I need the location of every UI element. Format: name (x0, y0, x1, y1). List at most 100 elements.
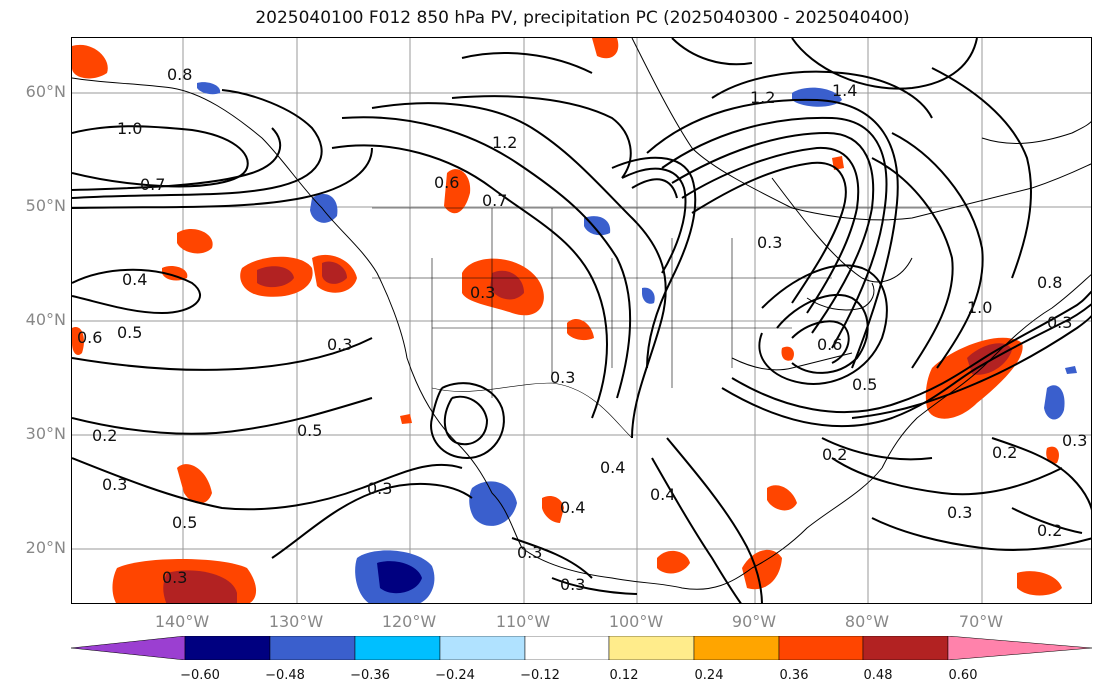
lon-label-90w: 90°W (731, 612, 777, 631)
precip-positive-patch (767, 485, 797, 511)
contour-label: 0.3 (1062, 431, 1087, 450)
precip-positive-patch (72, 327, 84, 355)
lon-label-140w: 140°W (154, 612, 210, 631)
contour-label: 0.2 (92, 426, 117, 445)
contour-label: 0.3 (470, 283, 495, 302)
map-canvas: 0.8 1.0 0.7 0.4 0.6 0.5 0.3 0.2 0.3 0.5 … (72, 38, 1091, 603)
contour-label: 0.2 (1037, 521, 1062, 540)
state-borders (372, 207, 932, 439)
lat-label-30n: 30°N (25, 424, 66, 443)
contour-label-layer: 0.8 1.0 0.7 0.4 0.6 0.5 0.3 0.2 0.3 0.5 … (77, 65, 1087, 594)
precip-positive-patch (177, 228, 213, 254)
colorbar-segment (608, 635, 695, 661)
colorbar (70, 635, 1093, 661)
contour-label: 0.5 (852, 375, 877, 394)
precip-positive-core (257, 266, 294, 288)
precip-positive-patch (72, 44, 108, 79)
precip-positive-patch (781, 346, 794, 361)
contour-label: 0.6 (817, 335, 842, 354)
contour-label: 0.5 (297, 421, 322, 440)
contour-label: 0.3 (102, 475, 127, 494)
precip-negative-patch (197, 82, 221, 95)
precip-positive-patch (567, 318, 594, 341)
colorbar-tick-label: −0.24 (435, 668, 475, 683)
lon-label-120w: 120°W (381, 612, 437, 631)
contour-label: 0.8 (1037, 273, 1062, 292)
map-title: 2025040100 F012 850 hPa PV, precipitatio… (255, 8, 910, 28)
colorbar-segment (524, 635, 610, 661)
colorbar-tick-label: −0.48 (265, 668, 305, 683)
contour-label: 0.8 (167, 65, 192, 84)
lat-label-60n: 60°N (25, 82, 66, 101)
pv-contours (72, 38, 1091, 603)
colorbar-tick-label: 0.12 (609, 668, 639, 683)
contour-label: 0.4 (560, 498, 585, 517)
contour-label: 0.7 (140, 175, 165, 194)
colorbar-tick-label: 0.36 (779, 668, 809, 683)
precip-negative-patch (1065, 366, 1077, 374)
precip-positive-core (163, 570, 237, 603)
contour-label: 0.3 (367, 479, 392, 498)
colorbar-segment (693, 635, 780, 661)
contour-label: 0.4 (600, 458, 625, 477)
lon-label-100w: 100°W (608, 612, 664, 631)
colorbar-segment (947, 635, 1093, 661)
contour-label: 0.3 (757, 233, 782, 252)
precip-positive-patch (657, 550, 690, 574)
colorbar-segment (862, 635, 949, 661)
precip-positive-patch (592, 38, 619, 59)
precip-positive-patch (1046, 446, 1059, 464)
contour-label: 0.2 (992, 443, 1017, 462)
lon-label-130w: 130°W (268, 612, 324, 631)
precip-negative-core (377, 561, 422, 594)
contour-label: 0.3 (517, 543, 542, 562)
precip-positive-patch (400, 414, 412, 424)
colorbar-tick-label: 0.48 (863, 668, 893, 683)
contour-label: 0.3 (162, 568, 187, 587)
colorbar-tick-label: 0.60 (948, 668, 978, 683)
colorbar-segment (70, 635, 186, 661)
precip-positive-patch (542, 496, 564, 523)
colorbar-canvas (70, 635, 1093, 661)
precip-positive-patch (162, 266, 188, 281)
lat-label-50n: 50°N (25, 196, 66, 215)
lon-label-110w: 110°W (495, 612, 551, 631)
contour-label: 1.2 (492, 133, 517, 152)
colorbar-segment (439, 635, 526, 661)
lon-label-70w: 70°W (958, 612, 1004, 631)
contour-label: 0.3 (1047, 313, 1072, 332)
contour-label: 0.5 (117, 323, 142, 342)
contour-label: 0.3 (327, 335, 352, 354)
precip-positive-patch (177, 464, 212, 504)
map-panel: 0.8 1.0 0.7 0.4 0.6 0.5 0.3 0.2 0.3 0.5 … (71, 37, 1092, 604)
colorbar-segment (354, 635, 441, 661)
precip-positive-patch (444, 169, 471, 214)
contour-label: 0.5 (172, 513, 197, 532)
colorbar-segment (184, 635, 271, 661)
colorbar-tick-label: −0.60 (180, 668, 220, 683)
coastlines (72, 38, 1091, 590)
precip-positive-patch (742, 549, 782, 590)
colorbar-segment (778, 635, 864, 661)
contour-label: 1.0 (967, 298, 992, 317)
contour-label: 0.3 (550, 368, 575, 387)
contour-label: 0.4 (650, 485, 675, 504)
contour-label: 0.6 (434, 173, 459, 192)
contour-label: 0.4 (122, 270, 147, 289)
colorbar-tick-label: −0.12 (520, 668, 560, 683)
precip-negative-patch (1044, 385, 1065, 420)
colorbar-tick-label: −0.36 (350, 668, 390, 683)
precip-positive-core (322, 261, 347, 284)
lat-label-40n: 40°N (25, 310, 66, 329)
contour-label: 0.2 (822, 445, 847, 464)
precip-positive-patch (1017, 571, 1062, 596)
precip-negative-patch (642, 287, 655, 304)
contour-label: 1.4 (832, 81, 857, 100)
contour-label: 1.0 (117, 119, 142, 138)
lon-label-80w: 80°W (844, 612, 890, 631)
contour-label: 0.3 (560, 575, 585, 594)
graticule (72, 38, 1091, 603)
contour-label: 0.6 (77, 328, 102, 347)
colorbar-tick-label: 0.24 (694, 668, 724, 683)
contour-label: 0.7 (482, 191, 507, 210)
